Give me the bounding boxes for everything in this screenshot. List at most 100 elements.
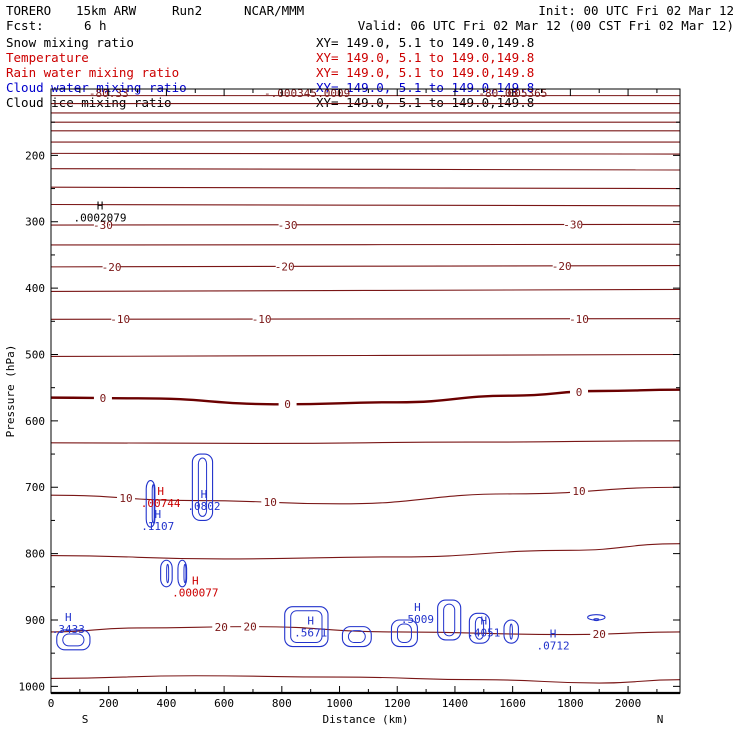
- field-xy-rain: XY= 149.0, 5.1 to 149.0,149.8: [316, 65, 534, 80]
- field-xy-temperature: XY= 149.0, 5.1 to 149.0,149.8: [316, 50, 534, 65]
- cloud-water-contour: [145, 480, 156, 528]
- maximum-marker: H: [65, 611, 72, 624]
- y-tick-label: 200: [25, 149, 45, 162]
- contour-label-bg: [552, 259, 571, 272]
- field-xy-cloud-ice: XY= 149.0, 5.1 to 149.0,149.8: [316, 95, 534, 110]
- field-name-snow: Snow mixing ratio: [6, 35, 134, 50]
- cloud-water-contour: [151, 484, 155, 524]
- maximum-value: .5009: [401, 613, 434, 626]
- contour-label-bg: [241, 620, 260, 633]
- maximum-value: .0712: [536, 640, 569, 653]
- temperature-contour: [50, 186, 681, 190]
- cloud-water-contour: [587, 614, 606, 621]
- x-tick-label: 600: [214, 697, 234, 710]
- temperature-contour: [50, 203, 681, 207]
- temperature-contour: [50, 626, 681, 636]
- maximum-marker: H: [414, 601, 421, 614]
- top-contour-label: -80.03: [478, 87, 518, 100]
- temperature-contour-label: -30: [278, 219, 298, 232]
- temperature-contour-label: -20: [275, 260, 295, 273]
- fcst-label: Fcst:: [6, 18, 44, 33]
- maximum-marker: H: [550, 628, 557, 641]
- temperature-contour-label: 10: [572, 485, 585, 498]
- temperature-contour: [50, 543, 681, 560]
- temperature-contour-label: 0: [576, 386, 583, 399]
- y-axis-label: Pressure (hPa): [4, 345, 17, 438]
- contour-label-bg: [278, 398, 297, 411]
- contour-label-bg: [93, 219, 112, 232]
- cloud-water-contour: [166, 563, 170, 584]
- maximum-marker: H: [307, 614, 314, 627]
- model-name: TORERO: [6, 3, 51, 18]
- contour-label-bg: [570, 312, 589, 325]
- south-label: S: [82, 713, 89, 726]
- temperature-contour-label: -10: [252, 313, 272, 326]
- field-name-cloud-ice: Cloud ice mixing ratio: [6, 95, 172, 110]
- contour-label-bg: [261, 496, 280, 509]
- temperature-contour-label: -10: [569, 313, 589, 326]
- cloud-water-contour: [290, 610, 323, 644]
- temperature-contour-label: 20: [243, 621, 256, 634]
- temperature-contour-label: -30: [563, 219, 583, 232]
- x-tick-label: 1000: [326, 697, 353, 710]
- temperature-contour-label: -10: [110, 313, 130, 326]
- y-tick-label: 500: [25, 348, 45, 361]
- maximum-marker: H: [192, 574, 199, 587]
- x-tick-label: 400: [156, 697, 176, 710]
- cloud-water-contour: [56, 629, 91, 651]
- resolution-label: 15km ARW: [76, 3, 137, 18]
- cloud-water-contour: [183, 563, 187, 584]
- contour-label-bg: [111, 313, 130, 326]
- contour-label-bg: [564, 218, 583, 231]
- y-tick-label: 600: [25, 415, 45, 428]
- contour-label-bg: [212, 620, 231, 633]
- field-xy-cloud-water: XY= 149.0, 5.1 to 149.0,149.8: [316, 80, 534, 95]
- cloud-water-contour: [197, 457, 208, 517]
- maximum-marker: H: [154, 508, 161, 521]
- temperature-contour-label: -20: [102, 261, 122, 274]
- maximum-value: .0802: [187, 500, 220, 513]
- center-label: NCAR/MMM: [244, 3, 304, 18]
- cloud-water-contour: [191, 453, 214, 521]
- maximum-value: .3433: [52, 623, 85, 636]
- y-tick-label: 800: [25, 548, 45, 561]
- temperature-contour-label: 0: [284, 398, 291, 411]
- temperature-contour: [50, 288, 681, 292]
- x-tick-label: 800: [272, 697, 292, 710]
- plot-area: -30 -30 -30 -20 -20 -20 -10 -10 -10 0 0 0 10 10 10 20 20…: [50, 87, 681, 684]
- maximum-marker: H: [157, 485, 164, 498]
- contour-label-bg: [278, 218, 297, 231]
- temperature-contour: [50, 388, 681, 406]
- temperature-contour-label: 0: [100, 392, 107, 405]
- temperature-contour-label: -30: [93, 219, 113, 232]
- contour-label-bg: [102, 260, 121, 273]
- maximum-value: .1107: [141, 520, 174, 533]
- temperature-contour: [50, 353, 681, 358]
- temperature-contour: [50, 168, 681, 171]
- temperature-contour-label: -20: [552, 260, 572, 273]
- top-contour-label: -.000345: [264, 87, 317, 100]
- x-tick-label: 1800: [557, 697, 584, 710]
- cloud-water-contour: [437, 599, 462, 641]
- temperature-contour: [50, 440, 681, 444]
- contour-label-bg: [570, 386, 589, 399]
- cloud-water-contour: [396, 623, 412, 644]
- temperature-contour-label: 20: [215, 621, 228, 634]
- valid-time: Valid: 06 UTC Fri 02 Mar 12 (00 CST Fri …: [358, 18, 734, 33]
- temperature-contour-label: 20: [593, 628, 606, 641]
- maximum-marker: H: [97, 199, 104, 212]
- temperature-contour: [50, 152, 681, 155]
- fcst-value: 6 h: [84, 18, 107, 33]
- y-tick-label: 1000: [19, 680, 46, 693]
- y-tick-label: 400: [25, 282, 45, 295]
- field-name-rain: Rain water mixing ratio: [6, 65, 179, 80]
- cloud-water-contour: [160, 559, 173, 588]
- cloud-water-contour: [177, 559, 188, 588]
- temperature-contour: [50, 265, 681, 268]
- run-label: Run2: [172, 3, 202, 18]
- cloud-water-contour: [474, 616, 485, 640]
- y-tick-label: 700: [25, 481, 45, 494]
- contour-label-bg: [252, 313, 271, 326]
- y-tick-label: 300: [25, 216, 45, 229]
